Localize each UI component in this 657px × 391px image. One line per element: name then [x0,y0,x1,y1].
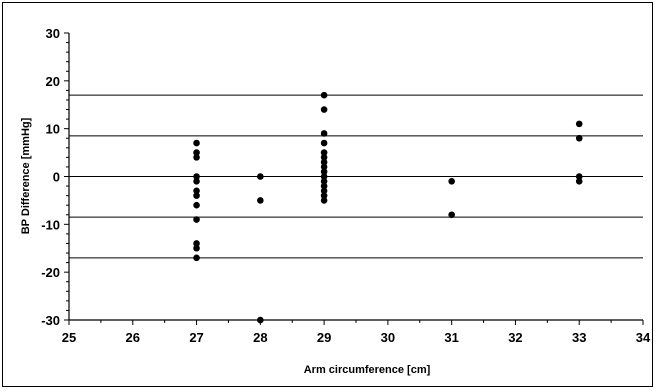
data-point [193,149,200,156]
y-axis-title: BP Difference [mmHg] [20,117,32,234]
x-tick-label: 31 [444,330,458,345]
data-point [193,244,200,252]
x-tick-label: 25 [62,330,76,345]
data-point [320,139,328,147]
y-tick-label: 20 [46,74,60,89]
chart-frame [2,2,653,387]
data-point [320,177,328,185]
data-point [320,168,328,176]
x-tick-label: 34 [636,330,651,345]
x-tick-labels: 25 26 27 28 29 30 31 32 33 34 [62,330,651,345]
x-tick-label: 30 [381,330,395,345]
data-point [193,139,200,147]
data-point [193,240,200,247]
data-point [257,197,264,204]
x-axis-title: Arm circumference [cm] [304,364,431,376]
data-point [320,149,328,156]
data-point [320,130,328,137]
data-point [193,192,200,199]
data-point [193,154,200,161]
data-point [320,91,328,99]
data-point [575,134,583,142]
data-point [320,106,328,113]
x-tick-label: 28 [253,330,267,345]
y-tick-label: -10 [41,217,60,232]
data-point [257,173,264,180]
y-tick-label: 10 [46,122,60,137]
data-point [575,173,583,180]
y-tick-label: 30 [46,26,60,41]
x-tick-label: 33 [572,330,586,345]
y-tick-labels: 30 20 10 0 -10 -20 -30 [41,26,60,328]
x-tick-label: 32 [508,330,522,345]
y-tick-label: 0 [53,170,60,185]
data-point [193,177,200,185]
data-point [193,254,200,262]
x-tick-label: 29 [317,330,331,345]
x-tick-label: 26 [126,330,140,345]
data-point [448,177,455,185]
data-point [320,182,328,190]
data-point [320,187,328,195]
data-point [320,154,328,161]
data-point [257,316,264,324]
data-point [193,173,200,180]
data-point [320,173,328,180]
data-point [320,192,328,199]
data-point [193,216,200,223]
data-point [320,158,328,166]
data-point [320,163,328,171]
data-points [193,91,583,324]
axes [64,32,644,325]
data-point [193,187,200,195]
data-point [320,197,328,204]
data-point [575,177,583,185]
y-tick-label: -20 [41,265,60,280]
data-point [193,201,200,209]
y-tick-label: -30 [41,313,60,328]
data-point [448,211,455,219]
reference-lines [69,94,643,259]
x-tick-label: 27 [189,330,203,345]
data-point [575,120,583,128]
